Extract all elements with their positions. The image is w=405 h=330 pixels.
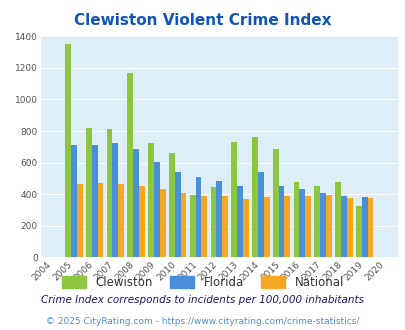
Bar — [305, 196, 310, 257]
Bar — [334, 182, 340, 257]
Bar — [86, 128, 92, 257]
Bar — [263, 197, 269, 257]
Bar — [71, 145, 77, 257]
Bar — [252, 137, 257, 257]
Bar — [293, 182, 298, 257]
Bar — [298, 189, 305, 257]
Bar — [367, 198, 373, 257]
Bar — [346, 198, 352, 257]
Bar — [325, 195, 331, 257]
Bar — [148, 143, 153, 257]
Bar — [112, 143, 118, 257]
Legend: Clewiston, Florida, National: Clewiston, Florida, National — [58, 272, 347, 294]
Bar — [231, 142, 237, 257]
Bar — [272, 149, 278, 257]
Bar — [210, 187, 216, 257]
Bar — [355, 206, 361, 257]
Bar — [175, 172, 180, 257]
Bar — [278, 185, 284, 257]
Bar — [340, 196, 346, 257]
Bar — [320, 193, 325, 257]
Text: © 2025 CityRating.com - https://www.cityrating.com/crime-statistics/: © 2025 CityRating.com - https://www.city… — [46, 317, 359, 326]
Bar — [77, 184, 82, 257]
Bar — [242, 199, 248, 257]
Bar — [65, 44, 71, 257]
Bar — [160, 189, 165, 257]
Bar — [201, 196, 207, 257]
Bar — [180, 193, 186, 257]
Text: Crime Index corresponds to incidents per 100,000 inhabitants: Crime Index corresponds to incidents per… — [41, 295, 364, 305]
Bar — [127, 73, 133, 257]
Bar — [97, 183, 103, 257]
Bar — [139, 186, 145, 257]
Bar — [313, 186, 320, 257]
Bar — [92, 145, 97, 257]
Bar — [284, 196, 290, 257]
Bar — [257, 172, 263, 257]
Bar — [361, 197, 367, 257]
Bar — [107, 129, 112, 257]
Text: Clewiston Violent Crime Index: Clewiston Violent Crime Index — [74, 13, 331, 28]
Bar — [189, 195, 195, 257]
Bar — [168, 153, 175, 257]
Bar — [237, 185, 242, 257]
Bar — [118, 184, 124, 257]
Bar — [195, 177, 201, 257]
Bar — [222, 196, 227, 257]
Bar — [153, 162, 160, 257]
Bar — [216, 181, 222, 257]
Bar — [133, 149, 139, 257]
